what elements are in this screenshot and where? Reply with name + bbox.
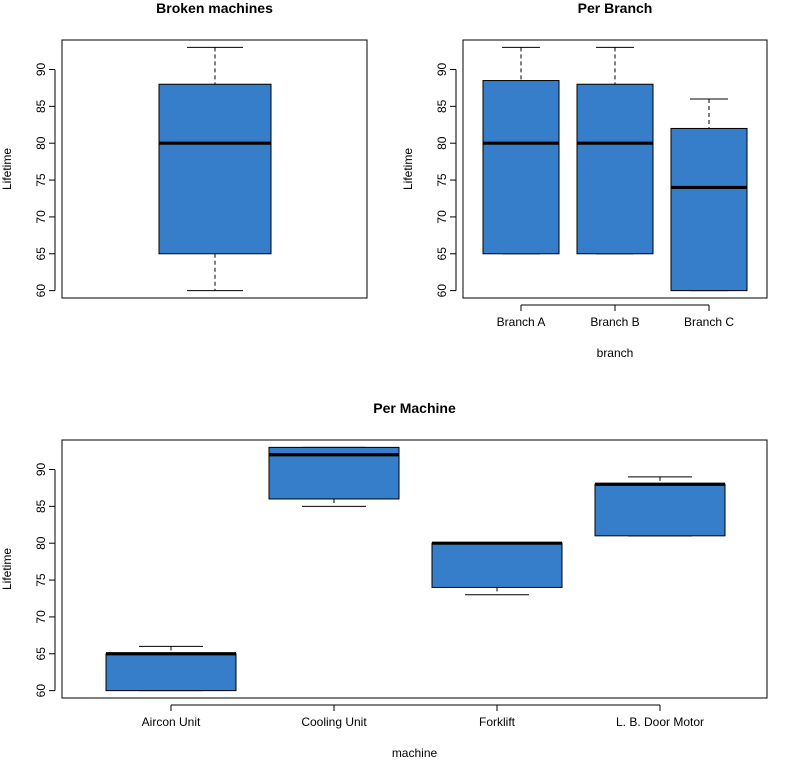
y-tick-label: 85	[34, 99, 48, 113]
plot-frame	[61, 39, 368, 299]
box-branch-a	[482, 46, 560, 255]
iqr-box	[594, 483, 726, 537]
box-all	[158, 46, 272, 292]
x-axis-label: machine	[392, 746, 438, 760]
y-tick-label: 85	[435, 99, 449, 113]
x-tick-label: Branch C	[684, 315, 734, 329]
y-tick-label: 65	[34, 647, 48, 661]
x-axis-label: branch	[597, 346, 634, 360]
box-l-b-door-motor	[594, 476, 726, 537]
y-tick-label: 80	[435, 136, 449, 150]
x-tick-label: Aircon Unit	[142, 715, 201, 729]
iqr-box	[576, 83, 654, 255]
y-tick-label: 60	[435, 284, 449, 298]
y-tick-label: 65	[435, 247, 449, 261]
iqr-box	[431, 542, 563, 588]
y-tick-label: 90	[34, 462, 48, 476]
y-tick-label: 80	[34, 536, 48, 550]
plot-frame	[462, 39, 768, 299]
y-tick-label: 70	[34, 610, 48, 624]
y-tick-label: 70	[34, 210, 48, 224]
y-tick-label: 85	[34, 499, 48, 513]
y-tick-label: 60	[34, 284, 48, 298]
chart-title: Per Branch	[578, 0, 653, 16]
y-tick-label: 75	[34, 573, 48, 587]
box-aircon-unit	[105, 645, 237, 692]
chart-title: Per Machine	[373, 400, 456, 416]
y-tick-label: 80	[34, 136, 48, 150]
y-tick-label: 75	[34, 173, 48, 187]
box-branch-c	[670, 98, 748, 292]
y-tick-label: 70	[435, 210, 449, 224]
iqr-box	[105, 653, 237, 692]
box-forklift	[431, 541, 563, 596]
box-cooling-unit	[268, 446, 400, 507]
x-tick-label: L. B. Door Motor	[616, 715, 704, 729]
y-axis-label: Lifetime	[401, 148, 415, 190]
box-branch-b	[576, 46, 654, 255]
iqr-box	[482, 80, 560, 255]
plot-frame	[61, 439, 768, 699]
panel-broken-machines: Broken machines 60 65 70 75 80 85 90 Lifetime	[0, 0, 368, 299]
y-tick-label: 90	[34, 62, 48, 76]
panel-per-machine: Per Machine 60 65 70 75 80 85 90 Lifetime Aircon …	[0, 400, 768, 760]
chart-title: Broken machines	[156, 0, 273, 16]
y-axis-label: Lifetime	[0, 548, 14, 590]
panel-per-branch: Per Branch 60 65 70 75 80 85 90 Lifetime Branch A…	[401, 0, 768, 360]
iqr-box	[670, 127, 748, 292]
x-tick-label: Branch A	[497, 315, 546, 329]
y-tick-label: 75	[435, 173, 449, 187]
y-tick-label: 65	[34, 247, 48, 261]
y-axis-label: Lifetime	[0, 148, 14, 190]
x-tick-label: Forklift	[479, 715, 516, 729]
y-tick-label: 60	[34, 684, 48, 698]
x-tick-label: Cooling Unit	[301, 715, 367, 729]
x-tick-label: Branch B	[590, 315, 639, 329]
y-tick-label: 90	[435, 62, 449, 76]
iqr-box	[158, 83, 272, 255]
